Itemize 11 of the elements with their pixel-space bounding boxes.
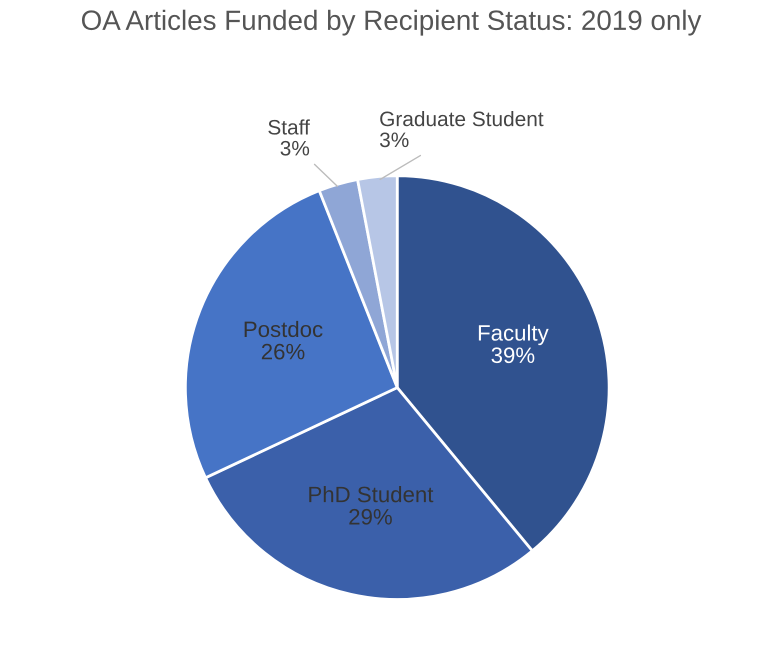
slice-label: Faculty [478,324,549,346]
slice-label: PhD Student [309,486,434,502]
chart-title: OA Articles Funded by Recipient Status: 2019 only [82,10,702,36]
data-label: 3% [380,132,409,148]
data-label: 26% [262,344,304,360]
data-label: 29% [349,508,392,525]
slice-label: Postdoc [244,320,323,338]
data-label: 3% [280,140,310,156]
data-label: 39% [491,347,534,364]
slice-label: Staff [268,119,310,135]
slice-label: Graduate Student [380,110,544,126]
